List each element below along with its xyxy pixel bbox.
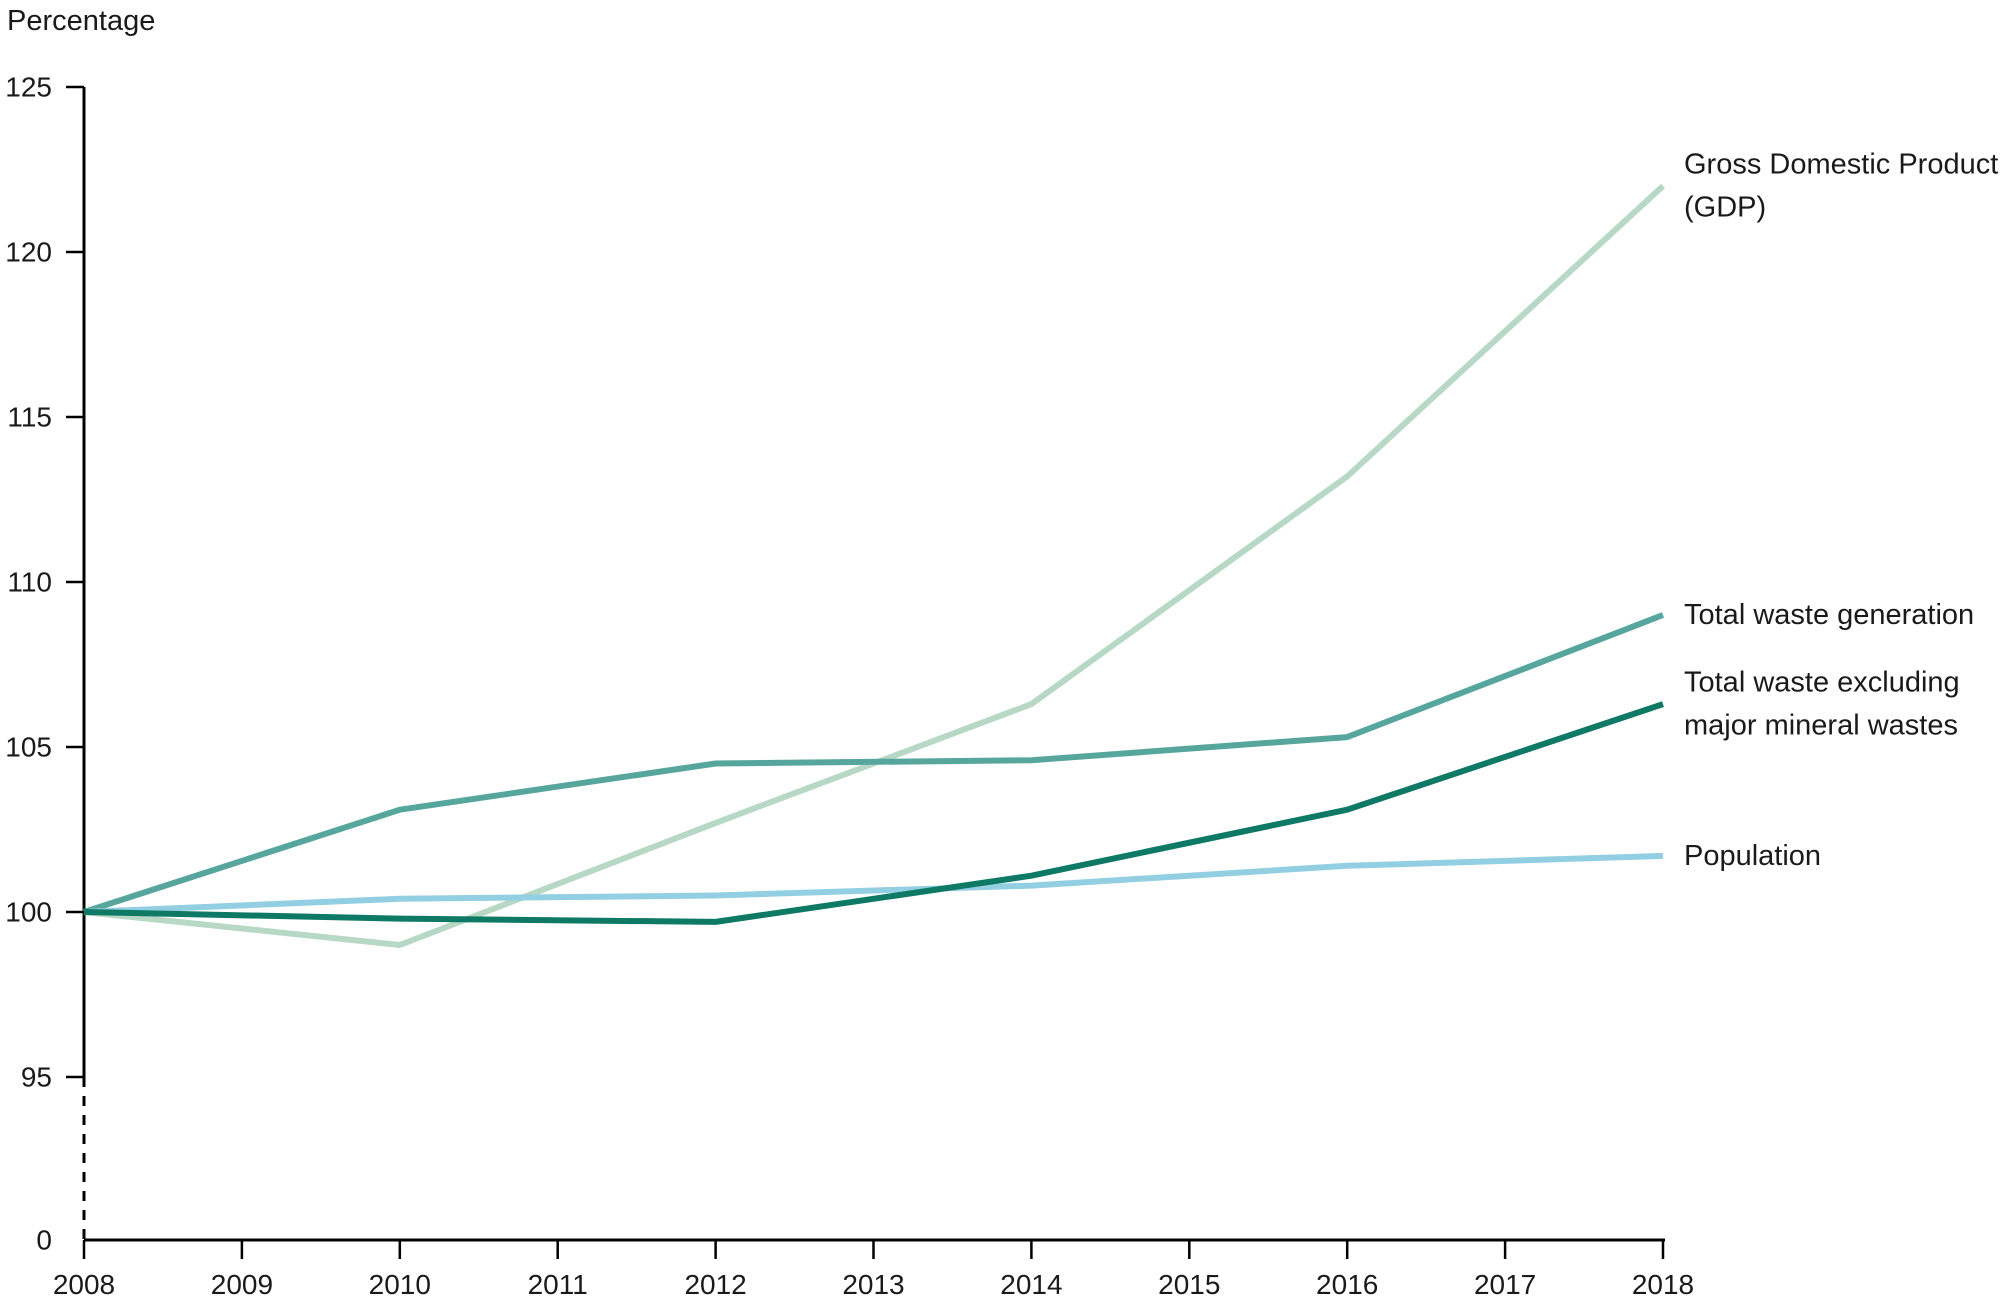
series-label-1: Total waste generation (1684, 599, 1974, 631)
x-tick-label: 2016 (1316, 1269, 1378, 1300)
x-tick-label: 2012 (684, 1269, 746, 1300)
x-tick-label: 2017 (1474, 1269, 1536, 1300)
y-tick-label: 120 (5, 237, 52, 268)
series-line-0 (83, 183, 1666, 948)
y-tick-label: 105 (5, 732, 52, 763)
x-tick-label: 2018 (1632, 1269, 1694, 1300)
y-origin-label: 0 (36, 1225, 52, 1256)
x-tick-label: 2013 (842, 1269, 904, 1300)
y-tick-label: 95 (21, 1062, 52, 1093)
y-tick-label: 110 (7, 567, 52, 598)
series-label-2: major mineral wastes (1684, 710, 1958, 742)
series-label-0: (GDP) (1684, 192, 1766, 224)
x-tick-label: 2011 (528, 1269, 588, 1300)
x-tick-label: 2008 (53, 1269, 115, 1300)
y-tick-label: 125 (5, 72, 52, 103)
x-tick-label: 2010 (369, 1269, 431, 1300)
series-line-3 (83, 852, 1664, 915)
y-axis-title: Percentage (7, 5, 156, 37)
y-tick-label: 115 (7, 402, 52, 433)
series-label-0: Gross Domestic Product (1684, 149, 1998, 181)
x-tick-label: 2015 (1158, 1269, 1220, 1300)
x-tick-label: 2014 (1000, 1269, 1062, 1300)
series-label-2: Total waste excluding (1684, 667, 1960, 699)
y-tick-label: 100 (5, 897, 52, 928)
series-label-3: Population (1684, 840, 1821, 872)
series-line-2 (83, 701, 1664, 925)
series-line-1 (83, 612, 1665, 915)
x-tick-label: 2009 (211, 1269, 273, 1300)
